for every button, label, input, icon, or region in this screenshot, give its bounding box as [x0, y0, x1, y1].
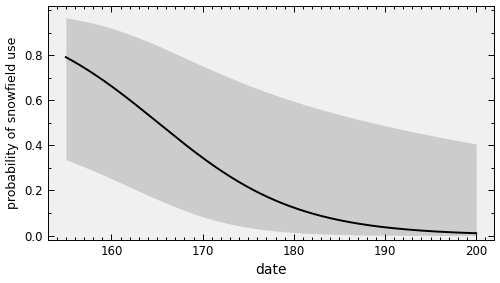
Y-axis label: probability of snowfield use: probability of snowfield use	[6, 37, 18, 209]
X-axis label: date: date	[256, 263, 287, 277]
